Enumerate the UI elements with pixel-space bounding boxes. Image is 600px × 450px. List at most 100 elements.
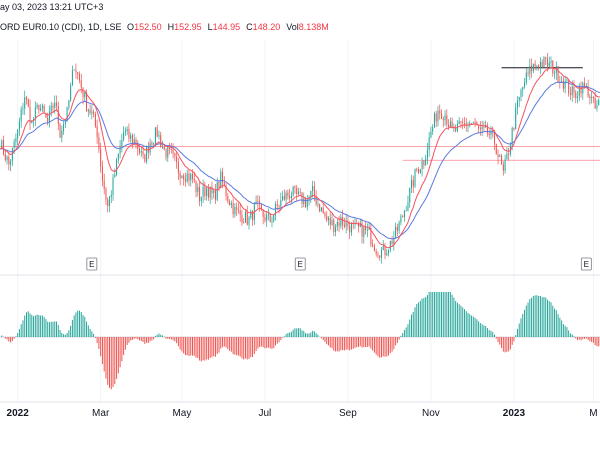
candle-body bbox=[130, 135, 132, 139]
candle-body bbox=[552, 61, 554, 74]
candle-body bbox=[320, 207, 322, 212]
candle-body bbox=[310, 190, 312, 197]
candle-body bbox=[499, 155, 501, 158]
candle-body bbox=[345, 221, 347, 227]
candle-body bbox=[278, 205, 280, 207]
candle-body bbox=[151, 143, 153, 145]
candle-body bbox=[296, 187, 298, 195]
candle-body bbox=[193, 178, 195, 181]
candle-body bbox=[361, 222, 363, 237]
candle-body bbox=[29, 106, 31, 123]
candle-body bbox=[377, 253, 379, 256]
candle-body bbox=[405, 210, 407, 212]
candle-body bbox=[167, 147, 169, 158]
candle-body bbox=[313, 186, 315, 197]
candle-body bbox=[225, 185, 227, 197]
candle-body bbox=[513, 128, 515, 130]
candle-body bbox=[154, 127, 156, 144]
candle-body bbox=[396, 226, 398, 231]
ohlc-c: C148.20 bbox=[246, 22, 283, 32]
candle-body bbox=[57, 105, 59, 125]
candle-body bbox=[578, 86, 580, 97]
candle-body bbox=[598, 99, 600, 106]
candle-body bbox=[545, 57, 547, 59]
candle-body bbox=[400, 216, 402, 223]
candle-body bbox=[569, 93, 571, 96]
candle-body bbox=[202, 186, 204, 197]
candle-body bbox=[52, 105, 54, 108]
candle-body bbox=[174, 153, 176, 157]
earnings-marker-label: E bbox=[584, 260, 589, 269]
candle-body bbox=[520, 90, 522, 97]
candle-body bbox=[269, 213, 271, 222]
candle-body bbox=[479, 128, 481, 130]
candle-body bbox=[121, 139, 123, 146]
candle-body bbox=[515, 107, 517, 130]
candle-body bbox=[33, 119, 35, 121]
candle-body bbox=[77, 72, 79, 74]
candle-body bbox=[384, 246, 386, 255]
earnings-marker bbox=[580, 257, 592, 271]
candle-body bbox=[548, 62, 550, 67]
candle-body bbox=[6, 156, 8, 160]
candle-body bbox=[243, 222, 245, 224]
candle-body bbox=[282, 196, 284, 201]
candle-body bbox=[260, 204, 262, 210]
candle-body bbox=[232, 203, 234, 215]
ohlc-value: 148.20 bbox=[252, 22, 281, 32]
candle-body bbox=[24, 97, 26, 109]
candle-body bbox=[425, 159, 427, 166]
candle-body bbox=[41, 105, 43, 109]
candle-body bbox=[200, 196, 202, 202]
candle-body bbox=[161, 147, 164, 148]
candle-body bbox=[380, 250, 382, 258]
time-axis: 2022 Mar May Jul Sep Nov 2023 M bbox=[7, 408, 598, 419]
candle-body bbox=[11, 148, 13, 161]
candle-body bbox=[70, 85, 72, 101]
candle-body bbox=[573, 86, 575, 93]
candle-body bbox=[94, 113, 96, 127]
candle-body bbox=[418, 169, 420, 173]
candle-body bbox=[428, 137, 430, 150]
candle-body bbox=[495, 143, 497, 155]
candle-body bbox=[61, 130, 63, 138]
candle-body bbox=[59, 124, 61, 138]
candle-body bbox=[179, 172, 181, 178]
candle-body bbox=[375, 250, 377, 254]
candle-body bbox=[522, 86, 524, 91]
candle-body bbox=[144, 154, 146, 162]
candle-body bbox=[483, 126, 485, 128]
candle-body bbox=[153, 143, 155, 145]
candle-body bbox=[183, 175, 185, 180]
candle-body bbox=[165, 149, 167, 158]
candle-body bbox=[315, 196, 317, 205]
x-tick-label: Sep bbox=[339, 408, 357, 419]
candle-body bbox=[439, 110, 441, 114]
candle-body bbox=[43, 105, 45, 114]
candle-body bbox=[527, 72, 529, 74]
candle-body bbox=[135, 139, 137, 144]
candle-body bbox=[317, 203, 319, 205]
candle-body bbox=[25, 97, 28, 100]
ohlc-key: Vol bbox=[286, 22, 299, 32]
ohlc-vol: Vol8.138M bbox=[286, 22, 332, 32]
candle-body bbox=[10, 160, 12, 165]
candle-body bbox=[112, 177, 114, 196]
candle-body bbox=[48, 111, 50, 123]
chart-timestamp: ay 03, 2023 13:21 UTC+3 bbox=[0, 2, 104, 12]
candle-body bbox=[455, 127, 457, 132]
candle-body bbox=[589, 96, 591, 98]
candle-body bbox=[195, 180, 197, 192]
candle-body bbox=[363, 226, 365, 237]
candle-body bbox=[149, 143, 151, 153]
candle-body bbox=[594, 98, 596, 109]
candle-body bbox=[119, 145, 121, 154]
candle-body bbox=[4, 154, 6, 160]
candle-body bbox=[20, 109, 22, 122]
candle-body bbox=[17, 129, 19, 139]
candle-body bbox=[449, 121, 451, 128]
candle-body bbox=[280, 200, 282, 207]
candle-body bbox=[78, 73, 80, 81]
candle-body bbox=[497, 154, 499, 158]
